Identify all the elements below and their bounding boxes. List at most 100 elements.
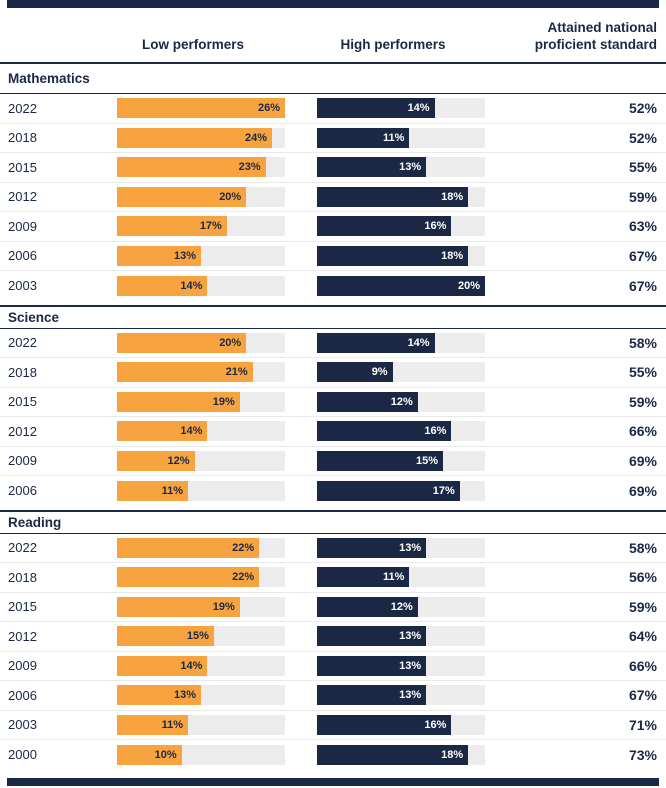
high-performers-bar: 11% xyxy=(317,127,410,148)
low-performers-bar-track: 20% xyxy=(117,186,285,207)
low-performers-bar-track: 13% xyxy=(117,245,285,266)
high-performers-bar-track: 13% xyxy=(317,655,485,676)
low-performers-bar: 20% xyxy=(117,186,247,207)
high-performers-bar-track: 16% xyxy=(317,216,485,237)
high-performers-value-label: 18% xyxy=(441,748,464,761)
attained-value: 67% xyxy=(628,687,657,704)
high-performers-bar: 15% xyxy=(317,450,443,471)
row-year-label: 2009 xyxy=(8,658,37,674)
high-performers-bar-track: 16% xyxy=(317,421,485,442)
high-performers-bar-track: 18% xyxy=(317,744,485,765)
row-year-label: 2018 xyxy=(8,364,37,380)
high-performers-bar-track: 20% xyxy=(317,275,485,296)
low-performers-value-label: 24% xyxy=(245,131,268,144)
high-performers-bar-track: 11% xyxy=(317,567,485,588)
high-performers-value-label: 14% xyxy=(407,102,430,115)
attained-value: 52% xyxy=(628,100,657,117)
row-year-label: 2018 xyxy=(8,130,37,146)
high-performers-value-label: 13% xyxy=(399,541,422,554)
high-performers-bar-track: 18% xyxy=(317,186,485,207)
high-performers-bar: 16% xyxy=(317,216,452,237)
table-row: 2018 21% 9% 55% xyxy=(0,358,666,388)
high-performers-bar: 17% xyxy=(317,480,460,501)
low-performers-bar: 19% xyxy=(117,391,240,412)
attained-value: 73% xyxy=(628,746,657,763)
low-performers-bar-track: 14% xyxy=(117,655,285,676)
low-performers-bar: 11% xyxy=(117,714,189,735)
low-performers-value-label: 14% xyxy=(180,659,203,672)
high-performers-bar: 13% xyxy=(317,626,427,647)
row-year-label: 2009 xyxy=(8,453,37,469)
row-year-label: 2006 xyxy=(8,687,37,703)
high-performers-value-label: 11% xyxy=(382,131,405,144)
high-performers-value-label: 17% xyxy=(432,484,455,497)
attained-value: 59% xyxy=(628,598,657,615)
table-row: 2009 17% 16% 63% xyxy=(0,212,666,242)
high-performers-bar-track: 14% xyxy=(317,98,485,119)
section-mathematics: Mathematics 2022 26% 14% 52% 2018 24% 11% 52% 201… xyxy=(0,62,666,301)
low-performers-value-label: 19% xyxy=(212,395,235,408)
high-performers-bar-track: 14% xyxy=(317,332,485,353)
attained-value: 58% xyxy=(628,539,657,556)
high-performers-bar: 13% xyxy=(317,685,427,706)
row-year-label: 2000 xyxy=(8,747,37,763)
row-year-label: 2009 xyxy=(8,218,37,234)
table-row: 2015 23% 13% 55% xyxy=(0,153,666,183)
table-row: 2015 19% 12% 59% xyxy=(0,593,666,622)
section-science: Science 2022 20% 14% 58% 2018 21% 9% 55% 2015 19% 1… xyxy=(0,304,666,506)
high-performers-bar-track: 15% xyxy=(317,450,485,471)
row-year-label: 2012 xyxy=(8,423,37,439)
high-performers-bar: 12% xyxy=(317,596,418,617)
high-performers-value-label: 15% xyxy=(415,454,438,467)
low-performers-value-label: 11% xyxy=(161,484,184,497)
high-performers-value-label: 20% xyxy=(457,279,480,292)
high-performers-value-label: 9% xyxy=(371,366,388,379)
table-row: 2000 10% 18% 73% xyxy=(0,740,666,770)
low-performers-value-label: 13% xyxy=(173,249,196,262)
low-performers-value-label: 13% xyxy=(173,689,196,702)
low-performers-bar: 26% xyxy=(117,98,285,119)
low-performers-bar-track: 14% xyxy=(117,421,285,442)
low-performers-bar-track: 19% xyxy=(117,391,285,412)
attained-value: 67% xyxy=(628,277,657,294)
row-year-label: 2015 xyxy=(8,394,37,410)
top-border-bar xyxy=(7,0,659,8)
table-row: 2022 20% 14% 58% xyxy=(0,329,666,358)
high-performers-value-label: 13% xyxy=(399,630,422,643)
low-performers-value-label: 20% xyxy=(219,190,242,203)
low-performers-value-label: 15% xyxy=(186,630,209,643)
low-performers-bar-track: 13% xyxy=(117,685,285,706)
section-title: Mathematics xyxy=(0,62,666,94)
attained-value: 63% xyxy=(628,218,657,235)
attained-value: 64% xyxy=(628,628,657,645)
table-row: 2012 20% 18% 59% xyxy=(0,183,666,212)
low-performers-bar-track: 17% xyxy=(117,216,285,237)
attained-value: 66% xyxy=(628,657,657,674)
row-year-label: 2012 xyxy=(8,189,37,205)
row-year-label: 2003 xyxy=(8,717,37,733)
table-row: 2018 24% 11% 52% xyxy=(0,124,666,153)
low-performers-bar: 11% xyxy=(117,480,189,501)
high-performers-bar: 14% xyxy=(317,98,435,119)
high-performers-bar: 18% xyxy=(317,245,469,266)
row-year-label: 2022 xyxy=(8,100,37,116)
low-performers-bar: 24% xyxy=(117,127,273,148)
high-performers-value-label: 18% xyxy=(441,190,464,203)
low-performers-bar: 23% xyxy=(117,157,266,178)
table-row: 2003 11% 16% 71% xyxy=(0,711,666,740)
table-row: 2018 22% 11% 56% xyxy=(0,563,666,593)
attained-value: 71% xyxy=(628,716,657,733)
high-performers-bar-track: 18% xyxy=(317,245,485,266)
table-row: 2006 13% 13% 67% xyxy=(0,681,666,711)
low-performers-bar-track: 20% xyxy=(117,332,285,353)
low-performers-bar-track: 14% xyxy=(117,275,285,296)
row-year-label: 2015 xyxy=(8,159,37,175)
attained-value: 52% xyxy=(628,129,657,146)
table-row: 2015 19% 12% 59% xyxy=(0,388,666,417)
attained-value: 56% xyxy=(628,569,657,586)
high-performers-bar-track: 9% xyxy=(317,362,485,383)
attained-value: 67% xyxy=(628,247,657,264)
row-year-label: 2006 xyxy=(8,483,37,499)
high-performers-bar: 13% xyxy=(317,157,427,178)
section-reading: Reading 2022 22% 13% 58% 2018 22% 11% 56% 2015 19%… xyxy=(0,509,666,770)
